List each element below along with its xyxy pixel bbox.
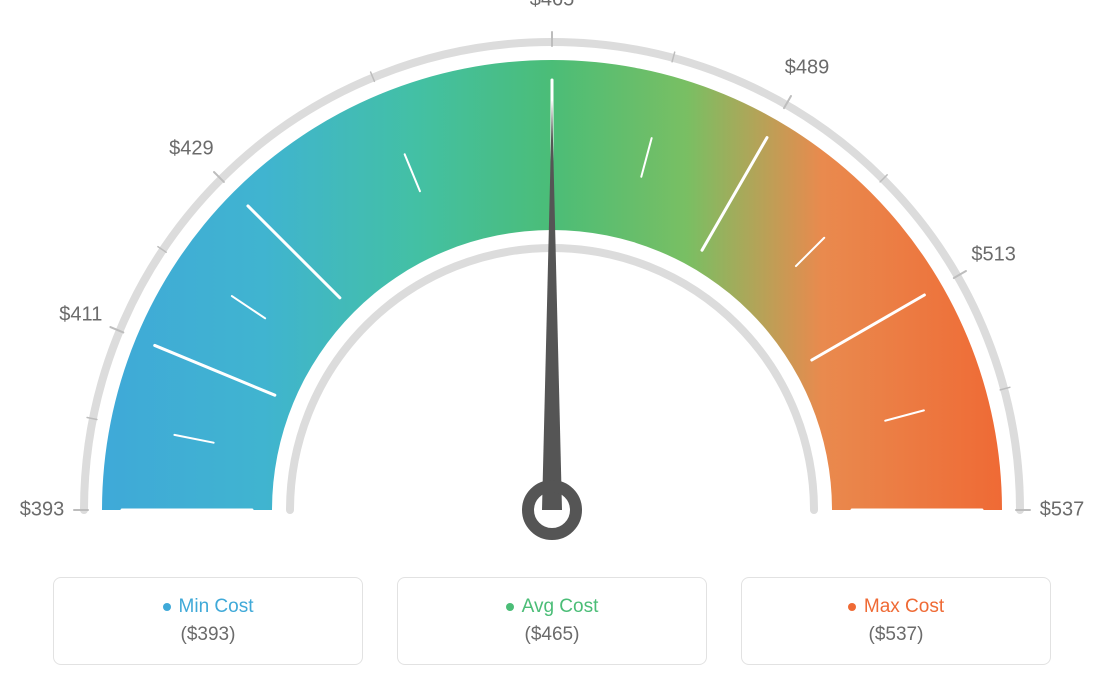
legend-title-min: Min Cost	[163, 596, 254, 618]
tick-label: $465	[530, 0, 575, 12]
tick-label: $393	[20, 499, 65, 522]
legend-title-max: Max Cost	[848, 596, 944, 618]
legend-dot-avg	[506, 603, 514, 611]
tick-label: $489	[785, 57, 830, 80]
legend-card-min: Min Cost ($393)	[53, 577, 363, 665]
tick-label: $537	[1040, 499, 1085, 522]
legend-dot-max	[848, 603, 856, 611]
legend-card-max: Max Cost ($537)	[741, 577, 1051, 665]
legend-title-avg: Avg Cost	[506, 596, 599, 618]
legend-dot-min	[163, 603, 171, 611]
legend-value-min: ($393)	[181, 624, 236, 646]
gauge-svg	[0, 0, 1104, 560]
legend-label-min: Min Cost	[179, 596, 254, 618]
tick-label: $411	[59, 303, 102, 326]
legend-value-avg: ($465)	[525, 624, 580, 646]
legend-label-max: Max Cost	[864, 596, 944, 618]
tick-label: $429	[169, 138, 214, 161]
gauge-chart: $393 $411 $429 $465 $489 $513 $537	[0, 0, 1104, 560]
legend-card-avg: Avg Cost ($465)	[397, 577, 707, 665]
tick-label: $513	[971, 244, 1016, 267]
legend-label-avg: Avg Cost	[522, 596, 599, 618]
legend-value-max: ($537)	[869, 624, 924, 646]
legend-row: Min Cost ($393) Avg Cost ($465) Max Cost…	[0, 577, 1104, 665]
